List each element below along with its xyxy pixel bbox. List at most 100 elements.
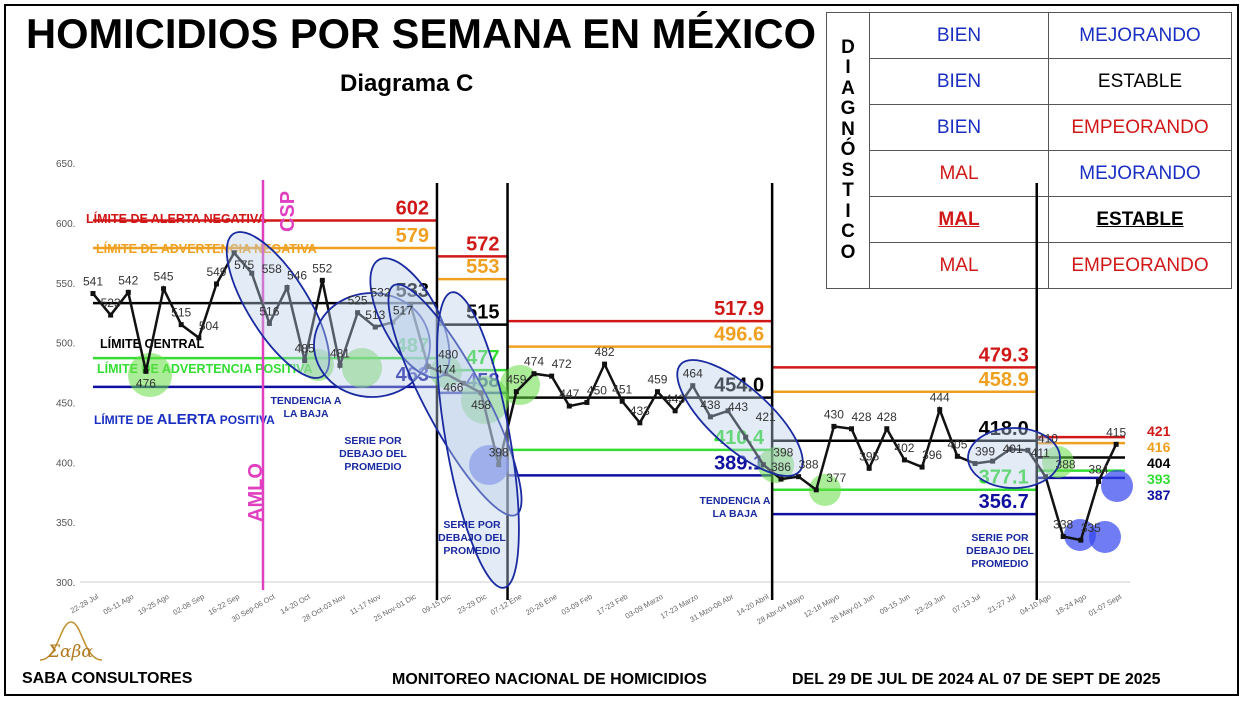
data-point [849,426,855,432]
data-label: 485 [295,342,315,356]
limit-value-advertencia_positiva: 410.4 [714,427,765,449]
limit-value-alerta_negativa: 479.3 [979,344,1029,366]
data-point [196,335,202,341]
data-point [213,281,219,287]
limit-value-advertencia_negativa: 553 [466,256,499,278]
data-label: 541 [83,275,103,289]
vertical-letter: A [841,77,855,99]
annotation-text: TENDENCIA A [271,395,342,407]
limit-value-advertencia_negativa: 579 [396,225,429,247]
data-label: 399 [975,444,995,458]
data-label: 474 [524,355,544,369]
data-label: 552 [312,261,332,275]
x-tick-label: 07-13 Jul [951,592,983,615]
data-point [478,390,484,396]
data-point [1078,537,1084,543]
data-point [1095,478,1101,484]
alert-highlight-circle [469,445,509,485]
data-point [143,368,149,374]
data-label: 433 [630,404,650,418]
data-label: 523 [101,296,121,310]
x-tick-label: 01-07 Sept [1087,591,1124,618]
data-label: 546 [287,269,307,283]
amlo-label: AMLO [245,463,267,522]
data-label: 480 [438,348,458,362]
data-point [884,426,890,432]
y-tick-label: 450. [56,398,75,409]
diagnosis-cell: EMPEORANDO [1048,242,1232,289]
data-point [1043,474,1049,480]
x-tick-label: 23-29 Dic [456,592,489,616]
diagnosis-row: BIEN EMPEORANDO [827,104,1232,151]
data-label: 515 [171,306,191,320]
vertical-letter: N [841,118,855,140]
data-point [443,371,449,377]
pattern-ellipse [676,359,804,477]
limit-value-central: 404 [1147,455,1171,471]
annotation-text: DEBAJO DEL [438,532,506,544]
alert-highlight-circle [1064,519,1096,551]
limit-value-alerta_negativa: 572 [466,233,499,255]
data-label: 476 [136,376,156,390]
x-tick-label: 05-11 Ago [102,592,136,617]
data-label: 398 [773,446,793,460]
pattern-ellipse [387,283,523,517]
data-point [90,291,96,297]
logo: Σαβα [36,620,106,666]
diagnosis-cell: MEJORANDO [1048,150,1232,197]
data-label: 542 [118,273,138,287]
y-tick-label: 650. [56,159,75,170]
data-point [460,380,466,386]
limit-value-advertencia_negativa: 496.6 [714,324,764,346]
data-label: 474 [436,363,456,377]
y-tick-label: 350. [56,518,75,529]
data-point [249,270,255,276]
pattern-ellipse [967,427,1061,489]
warning-highlight-circle [809,474,841,506]
data-point [302,358,308,364]
x-tick-label: 02-08 Sep [171,592,205,617]
diagnosis-trend: EMPEORANDO [1071,254,1209,276]
data-point [496,462,502,468]
data-label: 517 [393,303,413,317]
data-label: 444 [930,391,950,405]
annotation-text: TENDENCIA A [700,495,771,507]
data-label: 516 [259,304,279,318]
annotation-text: PROMEDIO [344,461,401,473]
data-point [813,487,819,493]
data-label: 450 [587,383,607,397]
diagnosis-table: D I A G N Ó S T I C O BIEN MEJORANDO BIEN ESTABLE BIEN E… [826,12,1232,289]
y-tick-label: 300. [56,578,75,589]
diagnosis-trend: EMPEORANDO [1071,116,1209,138]
data-label: 549 [206,265,226,279]
company-name: SABA CONSULTORES [22,670,193,687]
x-tick-label: 03-09 Marzo [624,592,665,621]
data-point [690,383,696,389]
data-label: 482 [595,345,615,359]
data-label: 504 [199,319,219,333]
alert-highlight-circle [1089,521,1121,553]
data-label: 459 [647,373,667,387]
data-point [937,407,943,413]
limit-name: LÍMITE DE ALERTA NEGATIVA [86,211,266,226]
vertical-letter: O [840,241,856,263]
data-point [778,476,784,482]
data-label: 411 [1031,446,1050,460]
data-point [566,403,572,409]
limit-value-central: 515 [466,302,499,324]
diagnosis-row: MAL ESTABLE [827,196,1232,243]
diagnosis-row: MAL MEJORANDO [827,150,1232,197]
data-point [284,285,290,291]
data-label: 443 [665,392,685,406]
data-label: 464 [683,367,703,381]
data-label: 430 [824,407,844,421]
diagnosis-cell: EMPEORANDO [1048,104,1232,151]
data-label: 532 [371,285,391,299]
diagnosis-cell: MEJORANDO [1048,12,1232,59]
data-point [972,460,978,466]
data-label: 395 [859,449,879,463]
annotation-text: LA BAJA [712,508,758,520]
vertical-letter: D [841,36,855,58]
warning-highlight-circle [758,447,794,483]
diagnosis-state: MAL [939,162,979,184]
